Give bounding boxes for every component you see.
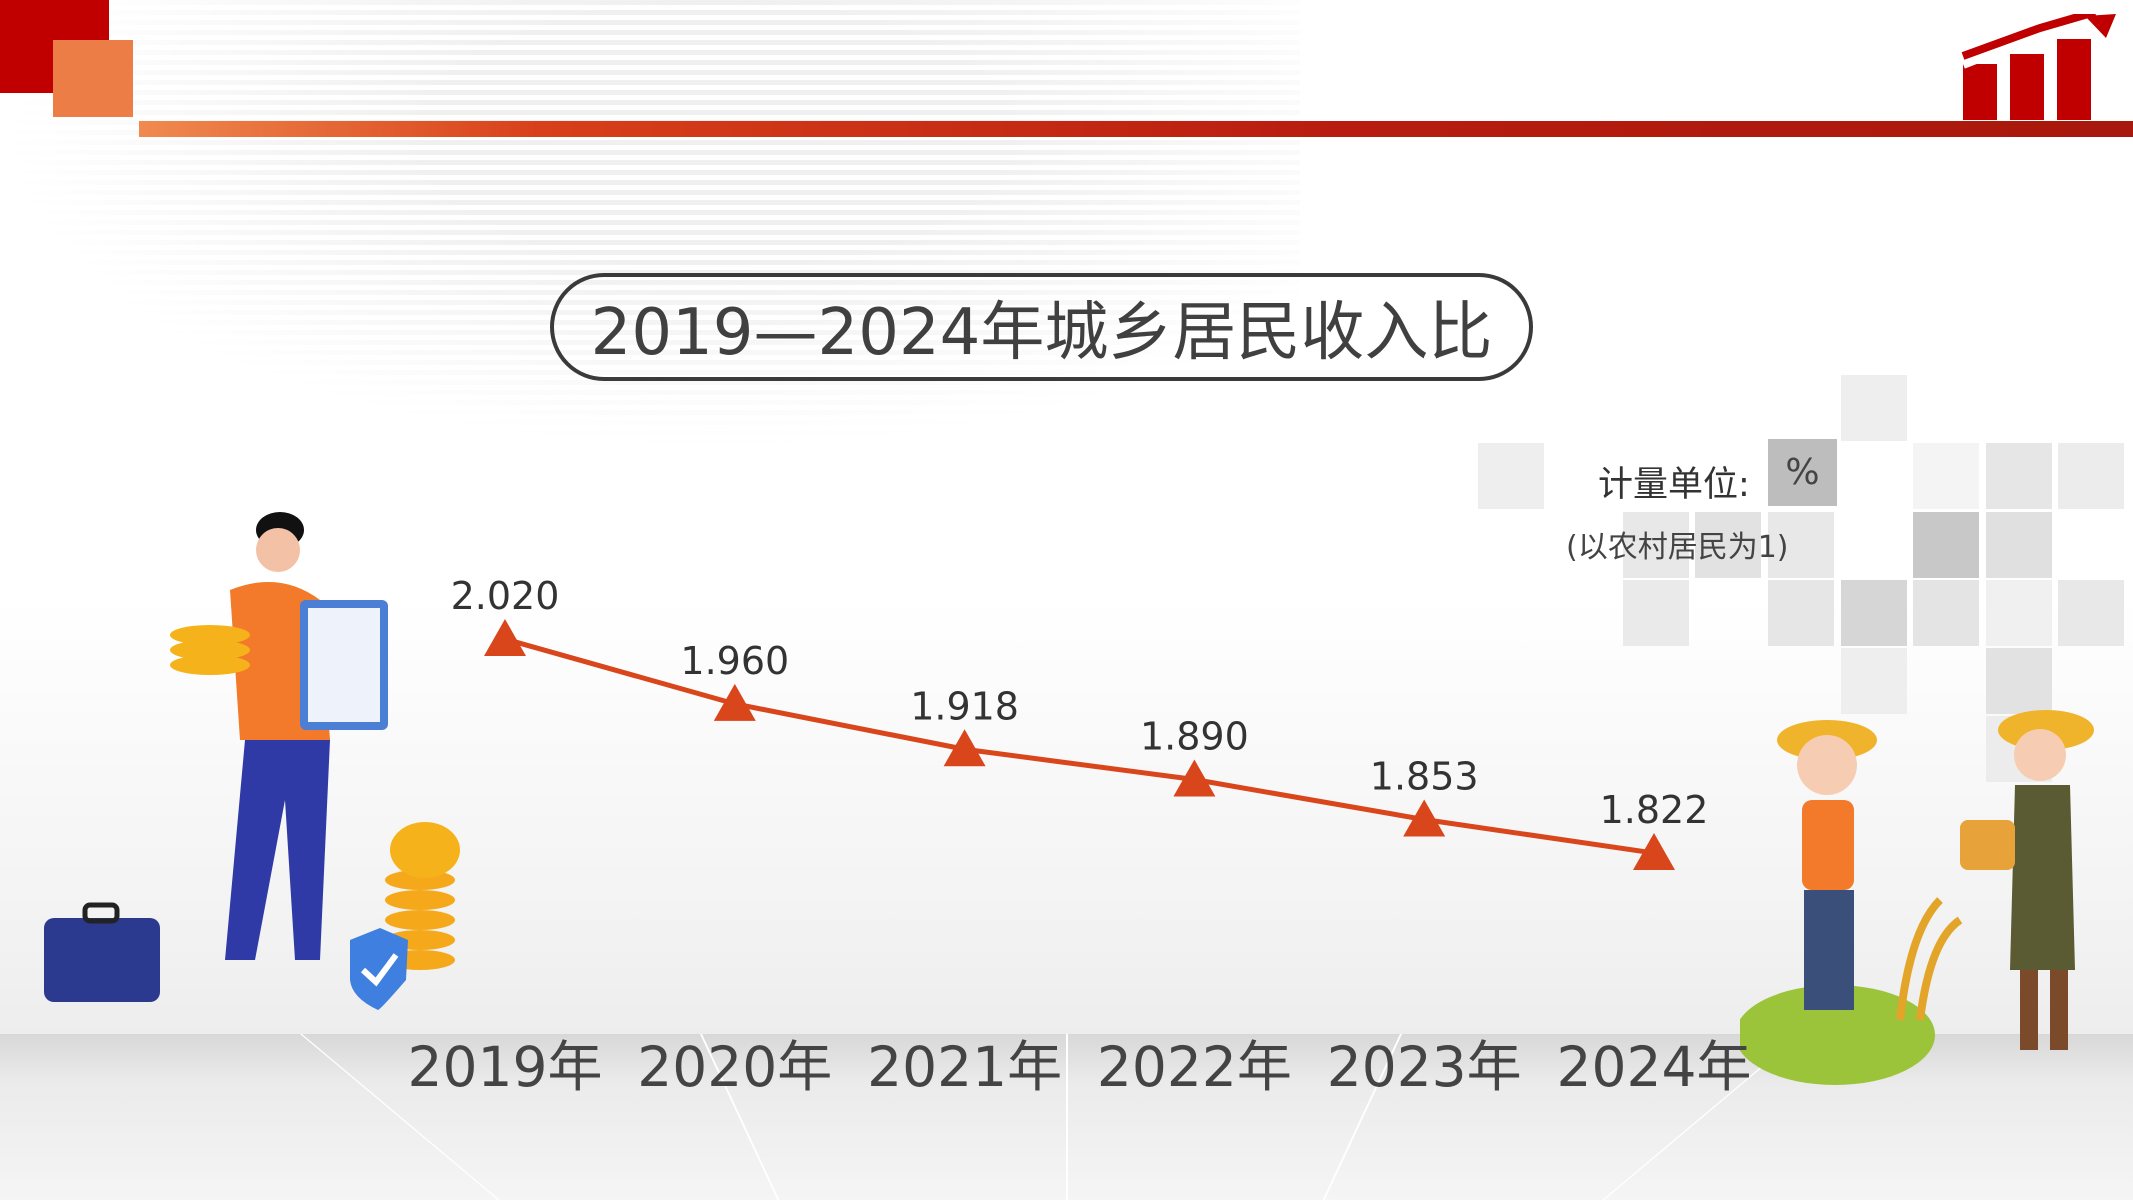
decor-tile bbox=[1913, 443, 1979, 509]
decor-tile bbox=[1986, 648, 2052, 714]
unit-value: % bbox=[1768, 439, 1837, 506]
chart-title: 2019—2024年城乡居民收入比 bbox=[550, 273, 1533, 381]
decor-tile bbox=[1841, 580, 1907, 646]
piggy-bank-icon bbox=[390, 822, 460, 878]
decor-tile bbox=[1623, 512, 1689, 578]
x-tick-label: 2022年 bbox=[1097, 1035, 1292, 1099]
decor-tile bbox=[1913, 580, 1979, 646]
data-point-marker bbox=[1403, 799, 1446, 837]
header-gradient-bar bbox=[139, 121, 2133, 137]
unit-note: (以农村居民为1) bbox=[1566, 530, 1789, 565]
growth-chart-icon bbox=[1961, 14, 2116, 120]
data-label: 1.890 bbox=[1140, 715, 1249, 759]
decor-tile bbox=[1986, 580, 2052, 646]
businessman-illustration bbox=[44, 512, 460, 1010]
data-point-marker bbox=[484, 619, 526, 656]
decor-tile bbox=[1768, 512, 1834, 578]
unit-label: 计量单位: bbox=[1598, 465, 1750, 505]
data-point-marker bbox=[1633, 833, 1675, 871]
data-label: 1.822 bbox=[1600, 788, 1709, 832]
decor-tile bbox=[1768, 580, 1834, 646]
decor-tile bbox=[1986, 443, 2052, 509]
data-label: 1.918 bbox=[910, 684, 1019, 728]
decor-tile bbox=[1841, 375, 1907, 441]
decor-tile bbox=[1841, 648, 1907, 714]
x-tick-label: 2019年 bbox=[408, 1035, 603, 1099]
floor-line bbox=[1066, 1034, 1068, 1200]
decor-tile bbox=[2058, 580, 2124, 646]
data-point-marker bbox=[943, 729, 986, 767]
data-point-marker bbox=[1173, 759, 1216, 797]
decor-tile bbox=[1478, 443, 1544, 509]
x-tick-label: 2020年 bbox=[637, 1035, 832, 1099]
decor-tile bbox=[2058, 443, 2124, 509]
decor-tile bbox=[1913, 512, 1979, 578]
decor-tile bbox=[1986, 512, 2052, 578]
decor-orange-square bbox=[53, 40, 133, 117]
shield-check-icon bbox=[350, 928, 408, 1010]
x-tick-label: 2024年 bbox=[1557, 1035, 1752, 1099]
briefcase-icon bbox=[44, 918, 160, 1002]
data-point-marker bbox=[713, 683, 756, 721]
farmers-illustration bbox=[1740, 710, 2094, 1085]
x-tick-label: 2023年 bbox=[1327, 1035, 1522, 1099]
world-map-background bbox=[0, 0, 1300, 450]
data-label: 1.853 bbox=[1370, 755, 1479, 799]
data-label: 2.020 bbox=[451, 574, 560, 618]
x-tick-label: 2021年 bbox=[867, 1035, 1062, 1099]
decor-tile bbox=[1623, 580, 1689, 646]
series-line bbox=[504, 636, 1655, 856]
decor-tile bbox=[1695, 512, 1761, 578]
data-label: 1.960 bbox=[680, 639, 789, 683]
